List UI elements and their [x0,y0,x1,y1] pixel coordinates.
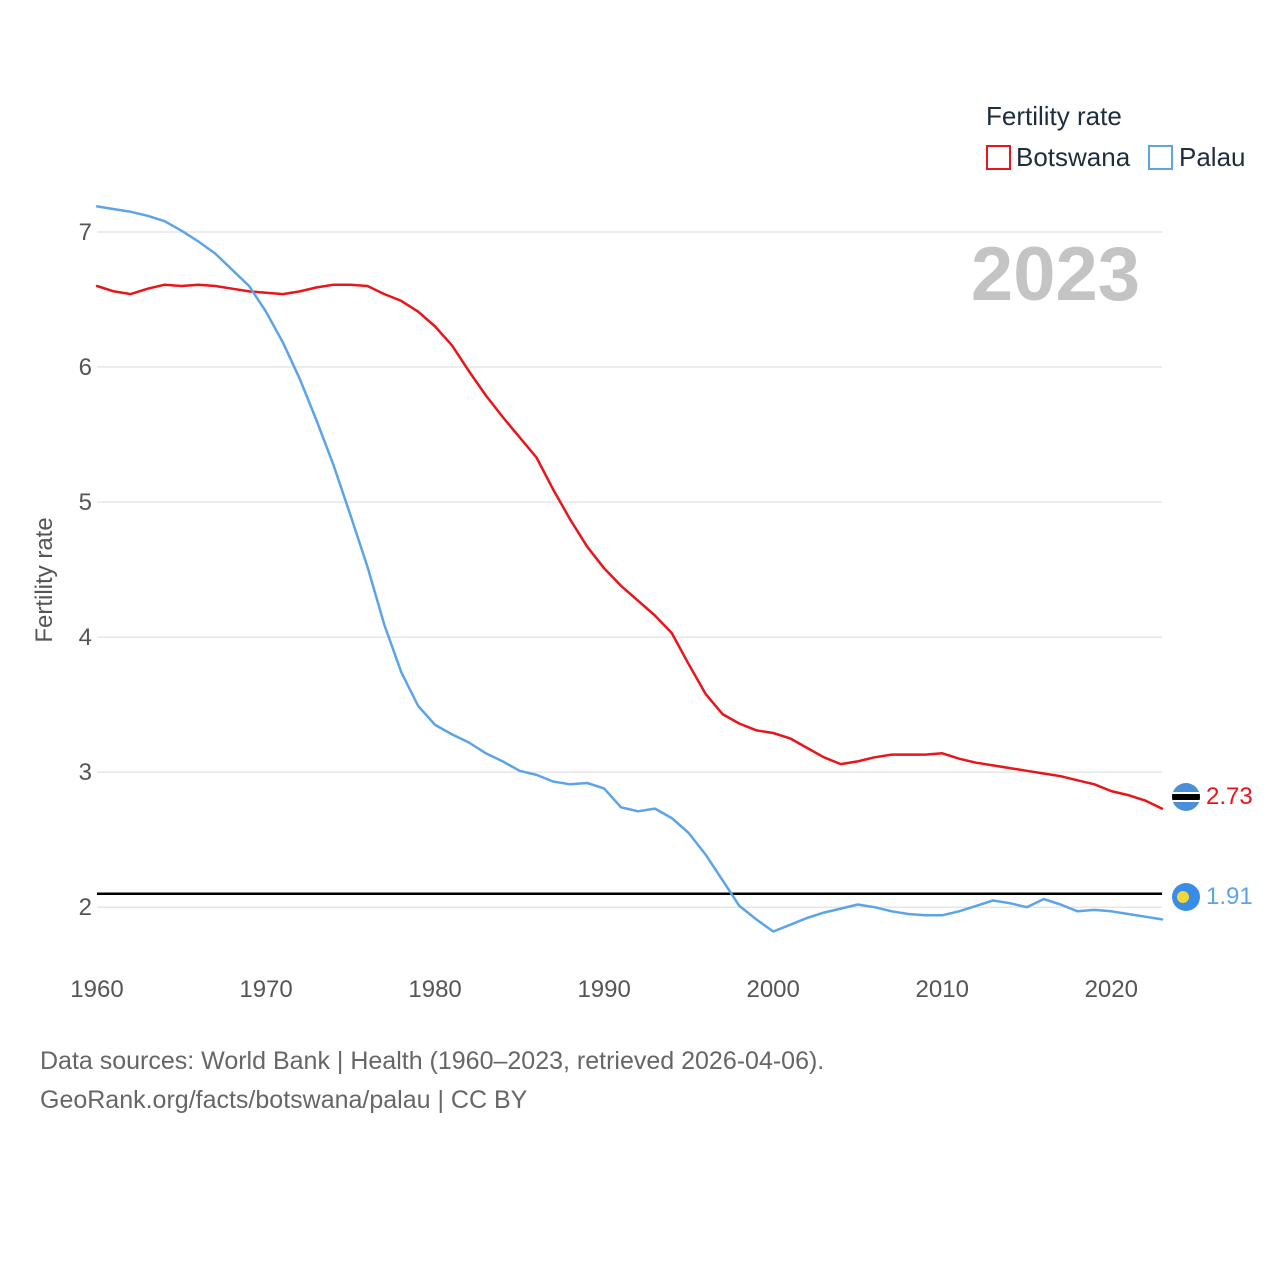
y-tick-label: 5 [79,489,92,516]
legend-swatch-palau [1148,145,1173,170]
y-axis-title: Fertility rate [31,517,58,642]
x-axis-ticks: 1960 1970 1980 1990 2000 2010 2020 [70,976,1138,1003]
legend-item-palau[interactable]: Palau [1148,142,1246,172]
y-axis-ticks: 2 3 4 5 6 7 [79,219,92,921]
y-tick-label: 7 [79,219,92,246]
palau-flag-icon [1172,883,1200,911]
legend-label-palau: Palau [1179,142,1246,172]
x-tick-label: 2020 [1085,976,1138,1003]
x-tick-label: 2000 [746,976,799,1003]
source-line-1: Data sources: World Bank | Health (1960–… [40,1047,824,1075]
series-line-botswana[interactable] [95,283,1164,810]
y-tick-label: 2 [79,894,92,921]
x-tick-label: 1960 [70,976,123,1003]
legend-label-botswana: Botswana [1016,142,1131,172]
botswana-flag-icon [1172,783,1200,811]
y-tick-label: 3 [79,759,92,786]
series-line-palau[interactable] [95,205,1164,933]
legend-swatch-botswana [986,145,1011,170]
gridlines [97,231,1162,908]
botswana-end-value: 2.73 [1206,783,1253,810]
year-label: 2023 [971,232,1140,317]
series-lines [95,205,1164,933]
y-tick-label: 4 [79,624,92,651]
palau-end-value: 1.91 [1206,883,1253,910]
x-tick-label: 2010 [916,976,969,1003]
x-tick-label: 1990 [577,976,630,1003]
source-line-2[interactable]: GeoRank.org/facts/botswana/palau | CC BY [40,1086,528,1114]
legend-item-botswana[interactable]: Botswana [986,142,1131,172]
x-tick-label: 1970 [239,976,292,1003]
legend-title: Fertility rate [986,101,1122,131]
x-tick-label: 1980 [408,976,461,1003]
y-tick-label: 6 [79,354,92,381]
